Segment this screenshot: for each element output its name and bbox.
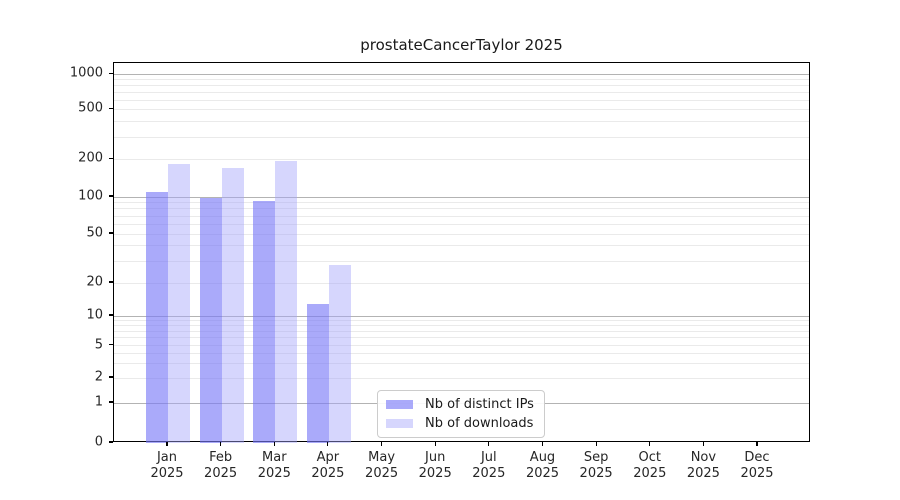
grid-line-minor bbox=[114, 337, 809, 339]
x-axis-tick-label-jan: Jan 2025 bbox=[150, 450, 184, 481]
x-axis-tick-mark bbox=[434, 442, 436, 446]
legend-item-downloads: Nb of downloads bbox=[386, 416, 536, 431]
grid-line-minor bbox=[114, 99, 809, 101]
y-axis-tick-mark bbox=[109, 195, 113, 197]
grid-line-minor bbox=[114, 363, 809, 365]
grid-line-minor bbox=[114, 208, 809, 210]
bar-nb-of-distinct-ips-feb bbox=[199, 198, 222, 443]
x-axis-tick-label-apr: Apr 2025 bbox=[311, 450, 345, 481]
y-axis-tick-mark bbox=[109, 343, 113, 346]
bar-nb-of-downloads-jan bbox=[168, 163, 190, 443]
y-axis-tick-label: 2 bbox=[94, 369, 103, 385]
grid-line-minor bbox=[114, 345, 809, 346]
x-axis-tick-mark bbox=[273, 442, 275, 446]
grid-line-minor bbox=[114, 85, 809, 87]
x-axis-tick-label-jul: Jul 2025 bbox=[472, 450, 506, 481]
bar-nb-of-downloads-feb bbox=[221, 168, 244, 443]
x-axis-tick-mark bbox=[381, 442, 383, 446]
grid-line-minor bbox=[114, 108, 809, 110]
bar-nb-of-distinct-ips-jan bbox=[146, 191, 168, 443]
grid-line-minor bbox=[114, 325, 809, 326]
grid-line-major bbox=[114, 196, 809, 198]
y-axis-tick-mark bbox=[109, 314, 113, 316]
grid-line-minor bbox=[114, 91, 809, 93]
x-axis-tick-mark bbox=[166, 442, 168, 446]
x-axis-tick-label-aug: Aug 2025 bbox=[525, 450, 560, 481]
y-axis-tick-mark bbox=[109, 441, 113, 443]
legend-label-downloads: Nb of downloads bbox=[425, 416, 534, 431]
legend-swatch-downloads bbox=[386, 419, 413, 428]
plot-area bbox=[113, 62, 810, 443]
x-axis-tick-mark bbox=[541, 442, 544, 446]
grid-line-major bbox=[114, 73, 809, 75]
x-axis-tick-label-may: May 2025 bbox=[365, 450, 399, 481]
bar-nb-of-distinct-ips-mar bbox=[253, 201, 276, 443]
grid-line-major bbox=[114, 315, 809, 317]
x-axis-tick-label-feb: Feb 2025 bbox=[204, 450, 238, 481]
grid-line-minor bbox=[114, 79, 809, 81]
grid-line-minor bbox=[114, 245, 809, 247]
y-axis-tick-label: 100 bbox=[78, 188, 103, 204]
x-axis-tick-mark bbox=[702, 442, 704, 446]
x-axis-tick-mark bbox=[649, 442, 651, 446]
x-axis-tick-mark bbox=[488, 442, 490, 446]
y-axis-tick-mark bbox=[109, 281, 113, 283]
y-axis-tick-label: 200 bbox=[78, 150, 103, 166]
y-axis-tick-label: 1 bbox=[94, 394, 103, 410]
y-axis-tick-mark bbox=[109, 401, 113, 403]
bar-nb-of-downloads-apr bbox=[328, 265, 351, 443]
y-axis-tick-label: 1000 bbox=[69, 65, 103, 81]
grid-line-minor bbox=[114, 223, 809, 225]
legend-label-distinct-ips: Nb of distinct IPs bbox=[425, 397, 534, 412]
grid-line-minor bbox=[114, 320, 809, 321]
x-axis-tick-label-dec: Dec 2025 bbox=[740, 450, 774, 481]
legend-item-distinct-ips: Nb of distinct IPs bbox=[386, 397, 536, 412]
grid-line-minor bbox=[114, 377, 809, 379]
grid-line-minor bbox=[114, 158, 809, 160]
grid-line-minor bbox=[114, 330, 809, 332]
x-axis-tick-label-oct: Oct 2025 bbox=[633, 450, 667, 481]
bar-nb-of-distinct-ips-apr bbox=[306, 303, 329, 443]
y-axis-tick-mark bbox=[109, 157, 113, 159]
grid-line-minor bbox=[114, 136, 809, 138]
legend: Nb of distinct IPs Nb of downloads bbox=[377, 390, 545, 438]
grid-line-minor bbox=[114, 202, 809, 204]
y-axis-tick-mark bbox=[109, 107, 113, 109]
grid-line-minor bbox=[114, 282, 809, 284]
x-axis-tick-label-mar: Mar 2025 bbox=[257, 450, 291, 481]
grid-line-minor bbox=[114, 260, 809, 262]
x-axis-tick-label-jun: Jun 2025 bbox=[418, 450, 452, 481]
y-axis-tick-label: 0 bbox=[94, 434, 103, 450]
x-axis-tick-mark bbox=[327, 442, 329, 446]
grid-line-minor bbox=[114, 352, 809, 354]
y-axis-tick-label: 500 bbox=[78, 100, 103, 116]
grid-line-minor bbox=[114, 121, 809, 122]
y-axis-tick-label: 5 bbox=[94, 337, 103, 352]
grid-line-minor bbox=[114, 233, 809, 235]
y-axis-tick-mark bbox=[109, 72, 113, 74]
y-axis-tick-label: 50 bbox=[86, 225, 103, 241]
bar-nb-of-downloads-mar bbox=[275, 161, 298, 443]
y-axis-tick-label: 10 bbox=[86, 307, 103, 323]
grid-line-minor bbox=[114, 215, 809, 217]
x-axis-tick-label-sep: Sep 2025 bbox=[579, 450, 613, 481]
y-axis-tick-mark bbox=[109, 232, 113, 234]
x-axis-tick-label-nov: Nov 2025 bbox=[686, 450, 720, 481]
x-axis-tick-mark bbox=[595, 442, 597, 446]
x-axis-tick-mark bbox=[220, 442, 222, 446]
y-axis-tick-mark bbox=[109, 376, 113, 378]
x-axis-tick-mark bbox=[756, 442, 758, 446]
chart-title: prostateCancerTaylor 2025 bbox=[360, 36, 563, 54]
legend-swatch-distinct-ips bbox=[386, 400, 413, 409]
y-axis-tick-label: 20 bbox=[86, 274, 103, 290]
